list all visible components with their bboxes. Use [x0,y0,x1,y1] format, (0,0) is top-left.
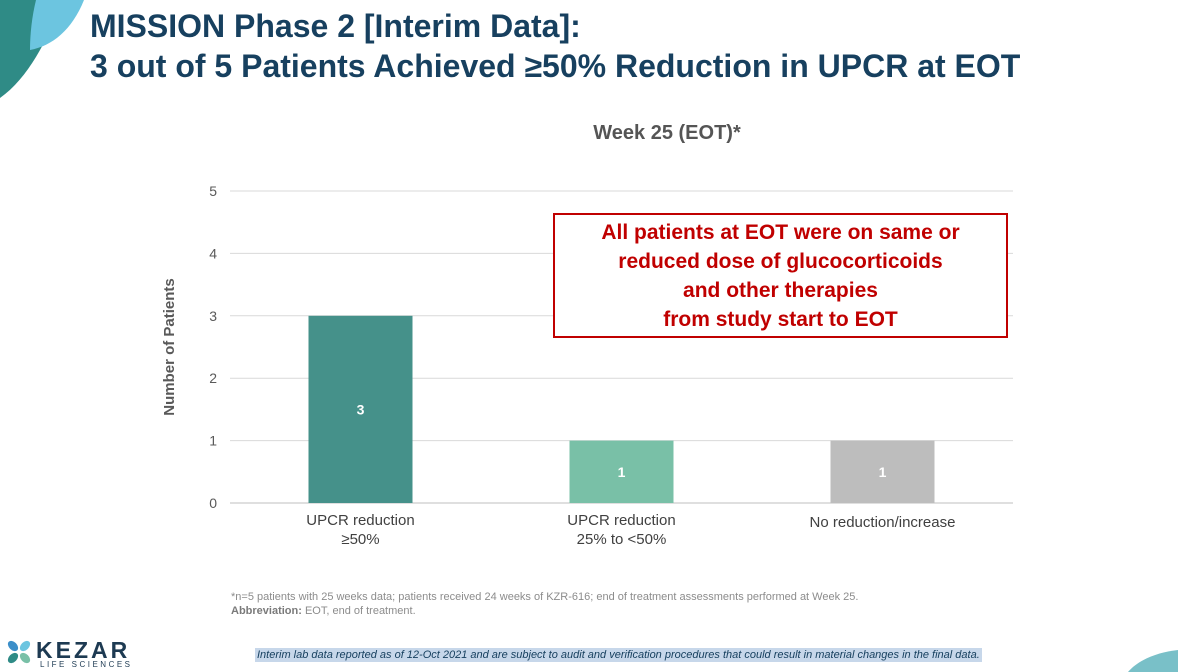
x-tick-label: UPCR reduction [306,512,414,529]
abbreviation-line: Abbreviation: EOT, end of treatment. [231,604,858,618]
corner-decoration [0,0,84,98]
corner-decoration-bottom [1128,650,1178,672]
abbreviation-label: Abbreviation: [231,605,302,617]
y-axis-label: Number of Patients [161,278,178,416]
bar-chart: 0 1 2 3 4 5 Number of Patients 3 UPCR reduction ≥… [161,183,1013,548]
footnote: *n=5 patients with 25 weeks data; patien… [231,590,858,618]
chart-title: Week 25 (EOT)* [593,122,741,144]
data-label: 1 [879,464,887,480]
y-tick-label: 4 [209,245,217,261]
callout-line: from study start to EOT [663,307,898,331]
x-tick-label: No reduction/increase [810,514,956,531]
logo-tagline: LIFE SCIENCES [40,660,133,669]
data-label: 1 [618,464,626,480]
bar [830,440,935,503]
slide-title-line-2: 3 out of 5 Patients Achieved ≥50% Reduct… [90,48,1021,84]
callout-box: All patients at EOT were on same or redu… [553,213,1008,338]
slide-title: MISSION Phase 2 [Interim Data]: 3 out of… [90,6,1020,86]
y-tick-label: 2 [209,370,217,386]
y-tick-label: 5 [209,183,217,199]
callout-line: reduced dose of glucocorticoids [618,249,943,273]
x-tick-label: UPCR reduction [567,512,675,529]
data-label: 3 [357,401,365,417]
y-tick-label: 1 [209,433,217,449]
logo-wordmark: KEZAR [36,637,131,663]
kezar-logo-icon [7,640,31,664]
callout-line: and other therapies [683,278,878,302]
y-tick-label: 3 [209,308,217,324]
footnote-text: *n=5 patients with 25 weeks data; patien… [231,591,859,603]
y-tick-label: 0 [209,495,217,511]
abbreviation-text: EOT, end of treatment. [301,605,416,617]
x-tick-label: ≥50% [341,531,379,548]
bar [569,440,674,503]
bar [308,315,413,503]
callout-line: All patients at EOT were on same or [601,220,960,244]
x-tick-label: 25% to <50% [577,531,667,548]
disclaimer: Interim lab data reported as of 12-Oct 2… [255,648,982,662]
slide-title-line-1: MISSION Phase 2 [Interim Data]: [90,8,581,44]
